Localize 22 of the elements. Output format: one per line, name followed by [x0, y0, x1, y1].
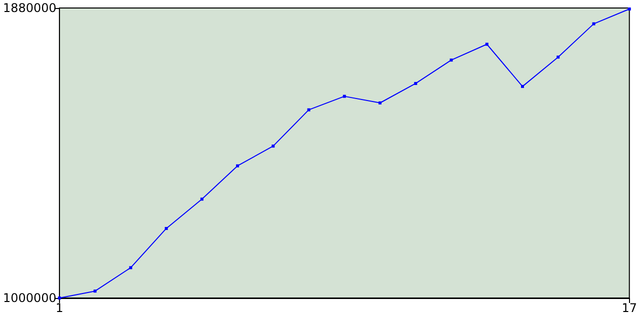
- point: [58, 296, 61, 300]
- point: [521, 84, 524, 88]
- y-tick-label: 1880000: [2, 1, 56, 15]
- point: [414, 82, 418, 85]
- y-tick-label: 1000000: [2, 291, 56, 305]
- line-series: [58, 7, 631, 300]
- point: [592, 22, 596, 26]
- point: [378, 101, 382, 104]
- point: [307, 108, 310, 112]
- point: [272, 144, 275, 148]
- point: [628, 7, 631, 10]
- point: [450, 58, 453, 62]
- point: [556, 56, 560, 59]
- point: [164, 226, 168, 230]
- point: [236, 164, 240, 168]
- point: [485, 42, 488, 46]
- point: [200, 198, 204, 201]
- point: [94, 290, 97, 293]
- x-tick-label: 17: [622, 301, 638, 315]
- point: [342, 94, 346, 98]
- x-tick-label: 1: [56, 301, 64, 315]
- point: [129, 266, 132, 270]
